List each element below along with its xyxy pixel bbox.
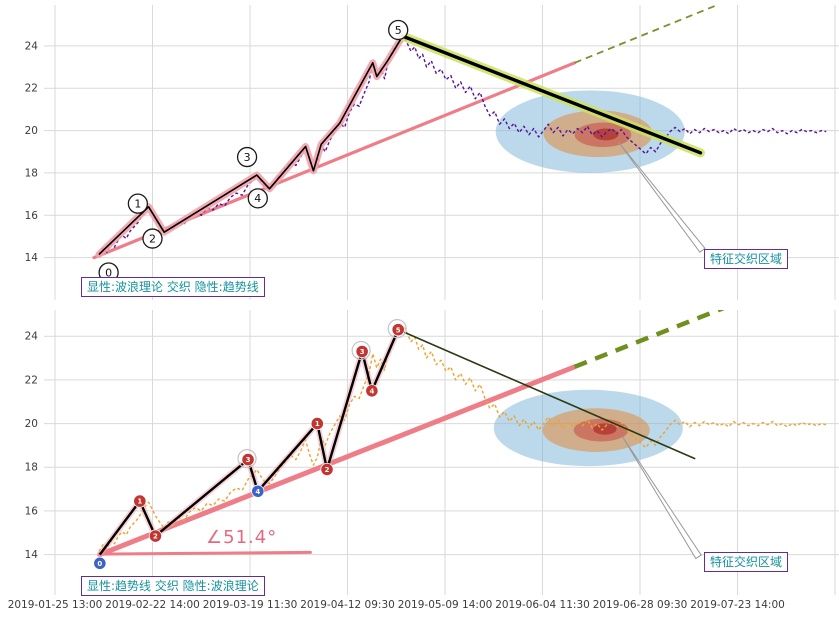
svg-text:1: 1	[137, 498, 142, 506]
y-tick-label: 20	[25, 125, 38, 137]
x-tick-label: 2019-07-23 14:00	[690, 599, 785, 611]
y-tick-label: 24	[25, 331, 39, 343]
svg-text:4: 4	[369, 387, 374, 395]
svg-text:5: 5	[395, 24, 402, 37]
svg-text:5: 5	[396, 326, 401, 334]
x-tick-label: 2019-03-19 11:30	[203, 599, 298, 611]
svg-text:0: 0	[97, 560, 102, 568]
x-tick-label: 2019-06-28 09:30	[593, 599, 688, 611]
svg-text:2: 2	[149, 232, 156, 245]
x-tick-label: 2019-05-09 14:00	[398, 599, 493, 611]
svg-text:2: 2	[325, 466, 330, 474]
svg-text:4: 4	[255, 488, 260, 496]
svg-text:0: 0	[105, 266, 112, 279]
svg-text:2: 2	[153, 533, 158, 541]
y-tick-label: 18	[25, 462, 38, 474]
svg-text:1: 1	[134, 197, 141, 210]
legend-top-panel: 显性:波浪理论 交织 隐性:趋势线	[81, 277, 265, 298]
y-tick-label: 14	[25, 252, 39, 264]
y-tick-label: 20	[25, 418, 38, 430]
svg-text:4: 4	[254, 192, 261, 205]
y-tick-label: 22	[25, 374, 38, 386]
angle-label: ∠51.4°	[206, 527, 278, 548]
svg-text:3: 3	[360, 348, 365, 356]
x-tick-label: 2019-06-04 11:30	[495, 599, 590, 611]
y-tick-label: 14	[25, 549, 39, 561]
x-tick-label: 2019-02-22 14:00	[105, 599, 200, 611]
y-tick-label: 16	[25, 210, 39, 222]
x-tick-label: 2019-01-25 13:00	[8, 599, 103, 611]
annotation-top-feature-region: 特征交织区域	[704, 249, 789, 270]
svg-text:3: 3	[246, 456, 251, 464]
panel-trend-line-explicit: 0 1 2 3 4 1 2 3 4 5	[44, 310, 839, 595]
y-tick-label: 18	[25, 167, 38, 179]
y-tick-label: 16	[25, 505, 39, 517]
panel-wave-theory-explicit: 0 1 2 3 4 5	[44, 5, 839, 300]
annotation-bottom-feature-region: 特征交织区域	[704, 552, 789, 573]
y-tick-label: 22	[25, 83, 38, 95]
svg-text:1: 1	[315, 420, 320, 428]
legend-bottom-panel: 显性:趋势线 交织 隐性:波浪理论	[81, 576, 265, 597]
svg-text:3: 3	[244, 151, 251, 164]
x-tick-label: 2019-04-12 09:30	[300, 599, 395, 611]
y-tick-label: 24	[25, 40, 39, 52]
